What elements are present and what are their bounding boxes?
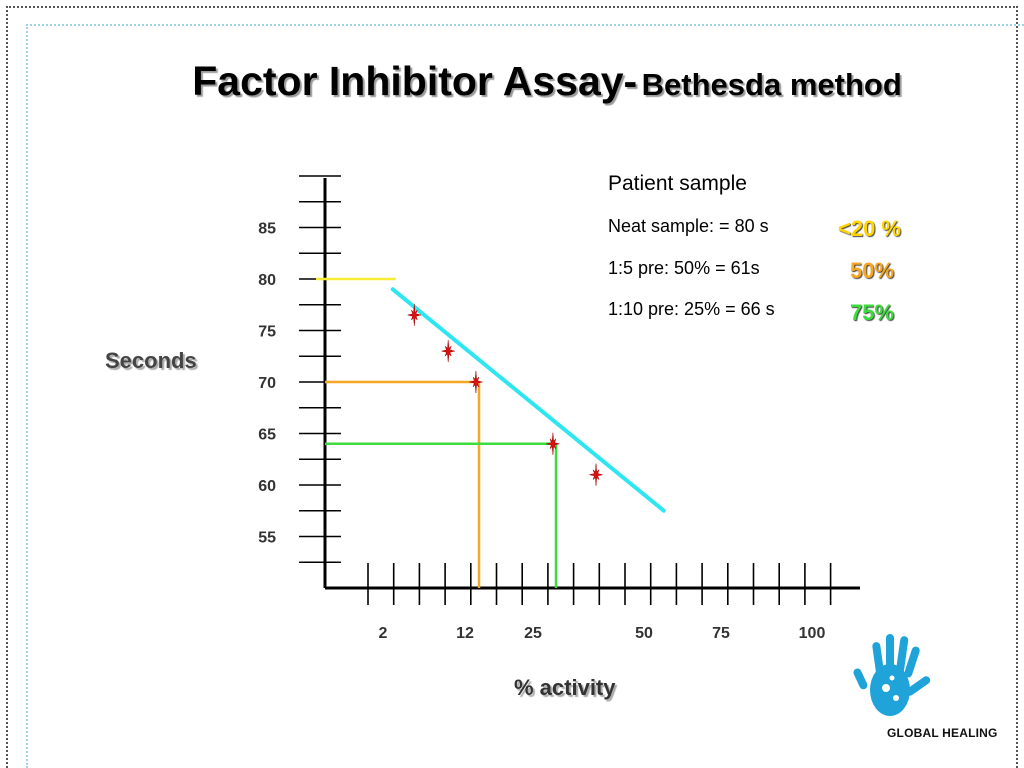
- slide-border-outer: [6, 6, 1018, 768]
- series-line: [390, 287, 666, 513]
- chart-axes: [299, 175, 860, 605]
- y-tick-label: 85: [258, 221, 276, 238]
- slide-title: Factor Inhibitor Assay- Bethesda method: [0, 58, 1024, 105]
- result-neat: <20 %: [838, 216, 901, 241]
- x-tick-labels: 2 12 25 50 75 100: [379, 625, 826, 642]
- data-marker-star: [407, 303, 421, 327]
- legend-heading: Patient sample: [608, 172, 747, 195]
- title-subtitle: Bethesda method: [641, 67, 902, 102]
- x-axis-label: % activity: [514, 675, 616, 700]
- result-1-5: 50%: [850, 258, 895, 283]
- x-tick-label: 12: [456, 625, 474, 642]
- y-tick-label: 75: [258, 324, 276, 341]
- title-main: Factor Inhibitor Assay-: [192, 58, 638, 104]
- y-tick-label: 80: [258, 272, 276, 289]
- data-marker-star: [441, 340, 455, 363]
- x-tick-label: 2: [379, 625, 388, 642]
- x-tick-label: 50: [635, 625, 653, 642]
- x-tick-label: 25: [524, 625, 542, 642]
- data-marker-star: [546, 432, 560, 455]
- x-tick-label: 100: [799, 625, 826, 642]
- y-tick-label: 55: [258, 530, 276, 547]
- y-tick-labels: 55 60 65 70 75 80 85: [258, 221, 276, 547]
- series-lines: [390, 287, 666, 513]
- result-1-10: 75%: [850, 300, 895, 325]
- y-tick-label: 65: [258, 427, 276, 444]
- logo-text: GLOBAL HEALING: [887, 726, 998, 740]
- legend-line-neat: Neat sample: = 80 s: [608, 216, 769, 236]
- data-marker-star: [589, 463, 603, 486]
- x-tick-label: 75: [712, 625, 730, 642]
- data-marker-star: [469, 370, 483, 394]
- legend-line-1-5: 1:5 pre: 50% = 61s: [608, 258, 760, 278]
- slide-border-inner: [26, 24, 1024, 768]
- y-tick-label: 70: [258, 375, 276, 392]
- y-axis-label: Seconds: [105, 348, 197, 373]
- reference-lines: [316, 277, 558, 588]
- data-markers: [407, 303, 603, 486]
- y-tick-label: 60: [258, 478, 276, 495]
- legend-line-1-10: 1:10 pre: 25% = 66 s: [608, 299, 775, 319]
- handprint-icon: [853, 634, 931, 716]
